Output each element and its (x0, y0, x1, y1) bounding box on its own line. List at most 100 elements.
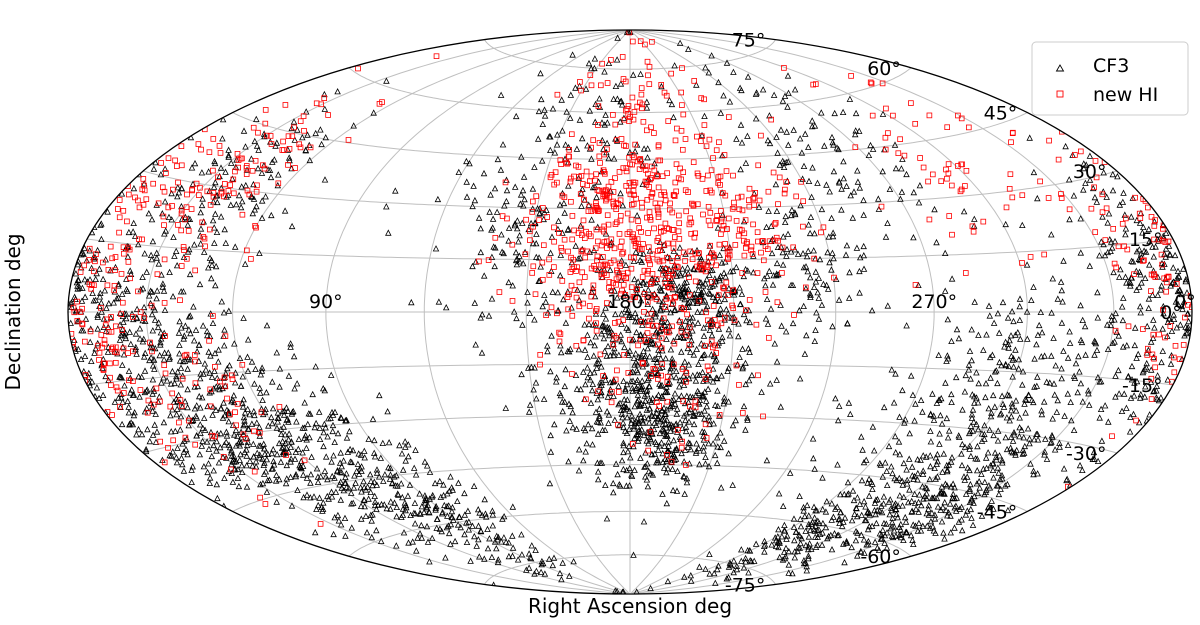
new-hi-point (779, 270, 785, 276)
new-hi-point (261, 165, 268, 172)
new-hi-point (701, 96, 707, 103)
new-hi-point (546, 256, 552, 263)
cf3-point (1058, 319, 1066, 326)
cf3-point (943, 414, 951, 422)
cf3-point (830, 167, 838, 175)
cf3-point (764, 320, 772, 327)
new-hi-point (557, 331, 564, 337)
cf3-point (951, 484, 958, 491)
cf3-point (423, 522, 431, 530)
new-hi-point (620, 165, 627, 171)
new-hi-point (800, 223, 806, 230)
cf3-point (853, 512, 861, 520)
cf3-point (402, 457, 409, 464)
new-hi-point (708, 321, 714, 328)
new-hi-point (753, 321, 760, 328)
cf3-point (699, 368, 706, 376)
cf3-point (809, 164, 816, 171)
cf3-point (371, 498, 379, 505)
cf3-point (370, 449, 378, 456)
new-hi-point (1150, 331, 1157, 338)
cf3-point (1120, 189, 1127, 196)
new-hi-point (113, 344, 119, 351)
new-hi-point (668, 458, 675, 465)
new-hi-point (1027, 254, 1034, 260)
cf3-point (691, 412, 698, 419)
cf3-point (126, 328, 133, 335)
cf3-point (620, 423, 627, 431)
cf3-point (429, 491, 436, 499)
new-hi-point (623, 168, 630, 175)
cf3-point (710, 569, 718, 577)
cf3-point (1019, 450, 1027, 457)
new-hi-point (593, 171, 599, 178)
cf3-point (373, 526, 380, 534)
cf3-point (1085, 401, 1093, 408)
cf3-point (367, 477, 375, 485)
cf3-point (620, 448, 627, 456)
cf3-point (228, 446, 235, 454)
cf3-point (268, 413, 275, 421)
cf3-point (547, 367, 554, 375)
cf3-point (138, 430, 146, 438)
cf3-point (672, 373, 680, 381)
new-hi-point (601, 239, 608, 245)
cf3-point (216, 443, 224, 451)
new-hi-point (686, 221, 693, 228)
cf3-point (941, 535, 948, 542)
new-hi-point (654, 256, 661, 263)
new-hi-point (630, 116, 637, 123)
cf3-point (896, 413, 903, 420)
cf3-point (937, 506, 944, 513)
cf3-point (511, 220, 519, 227)
cf3-point (666, 277, 674, 284)
cf3-point (1150, 316, 1157, 323)
new-hi-point (678, 89, 684, 96)
cf3-point (898, 188, 906, 195)
cf3-point (1006, 417, 1013, 424)
new-hi-point (104, 282, 111, 289)
cf3-point (455, 479, 462, 486)
new-hi-point (162, 333, 168, 339)
new-hi-point (682, 136, 689, 142)
new-hi-point (628, 284, 635, 290)
cf3-point (966, 487, 974, 495)
data-points (68, 30, 1192, 594)
cf3-point (225, 146, 232, 153)
cf3-point (903, 170, 910, 178)
new-hi-point (647, 294, 654, 301)
new-hi-point (619, 250, 625, 257)
cf3-point (642, 473, 649, 480)
cf3-point (1146, 411, 1153, 418)
cf3-point (615, 382, 622, 389)
new-hi-point (579, 232, 585, 238)
cf3-point (856, 289, 863, 296)
new-hi-point (624, 210, 631, 217)
new-hi-point (1112, 327, 1119, 334)
cf3-point (173, 372, 180, 380)
cf3-point (672, 367, 680, 375)
new-hi-point (285, 133, 292, 140)
cf3-point (696, 563, 703, 570)
new-hi-point (263, 132, 270, 139)
cf3-point (188, 164, 196, 171)
cf3-point (395, 491, 402, 498)
cf3-point (658, 381, 666, 389)
new-hi-point (709, 259, 715, 266)
cf3-point (588, 155, 595, 162)
cf3-point (726, 332, 734, 339)
new-hi-point (671, 340, 678, 347)
new-hi-point (901, 152, 908, 159)
cf3-point (234, 432, 241, 440)
cf3-point (684, 299, 692, 306)
cf3-point (983, 331, 990, 338)
cf3-point (140, 335, 147, 342)
cf3-point (1142, 364, 1150, 371)
new-hi-point (1093, 174, 1100, 181)
cf3-point (447, 520, 455, 528)
cf3-point (140, 303, 148, 311)
cf3-point (1015, 365, 1022, 372)
new-hi-point (695, 172, 702, 179)
new-hi-point (162, 370, 169, 377)
cf3-point (652, 355, 660, 362)
